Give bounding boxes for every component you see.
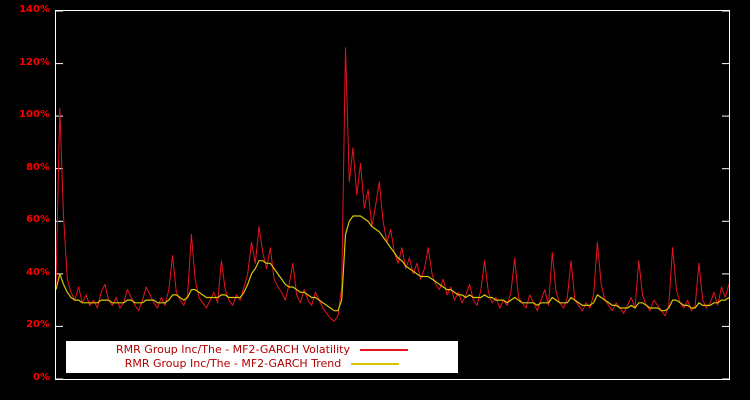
y-tick-label: 40% xyxy=(26,267,50,278)
legend-label-volatility: RMR Group Inc/The - MF2-GARCH Volatility xyxy=(116,343,350,356)
legend-item-trend: RMR Group Inc/The - MF2-GARCH Trend xyxy=(66,357,458,370)
legend-item-volatility: RMR Group Inc/The - MF2-GARCH Volatility xyxy=(66,343,458,356)
trend-line-sample xyxy=(351,362,400,365)
plot-area: RMR Group Inc/The - MF2-GARCH Volatility… xyxy=(55,10,730,380)
volatility-line-sample xyxy=(359,348,408,351)
y-tick-label: 20% xyxy=(26,319,50,330)
trend-series-line xyxy=(56,215,729,312)
volatility-series-line xyxy=(56,47,729,322)
line-chart xyxy=(56,11,729,379)
y-tick-label: 0% xyxy=(33,372,50,383)
y-tick-label: 80% xyxy=(26,162,50,173)
legend-label-trend: RMR Group Inc/The - MF2-GARCH Trend xyxy=(124,357,342,370)
legend: RMR Group Inc/The - MF2-GARCH Volatility… xyxy=(66,341,458,373)
y-tick-label: 100% xyxy=(19,109,50,120)
y-tick-label: 60% xyxy=(26,214,50,225)
y-tick-label: 140% xyxy=(19,4,50,15)
y-tick-label: 120% xyxy=(19,57,50,68)
